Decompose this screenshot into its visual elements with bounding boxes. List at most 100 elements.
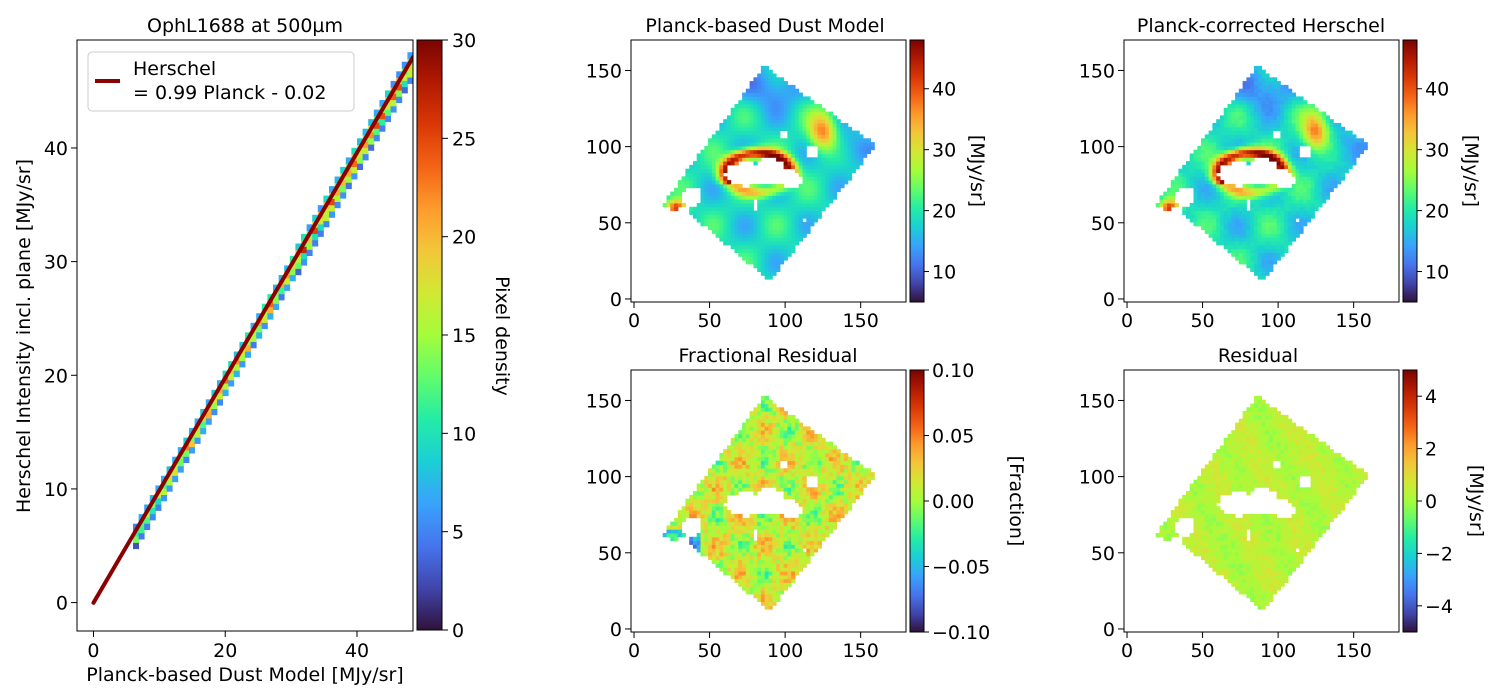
map-pixel	[1235, 187, 1240, 193]
map-pixel	[730, 441, 735, 446]
map-pixel	[787, 468, 792, 473]
map-pixel	[1204, 145, 1210, 151]
map-pixel	[1170, 199, 1176, 204]
map-pixel	[700, 195, 705, 200]
map-pixel	[1337, 145, 1342, 151]
map-pixel	[757, 403, 762, 408]
density-cell	[295, 262, 302, 269]
map-pixel	[1163, 195, 1168, 200]
map-pixel	[1204, 142, 1210, 147]
map-pixel	[783, 434, 788, 439]
map-pixel	[1303, 134, 1308, 139]
map-pixel	[1246, 84, 1251, 90]
map-pixel	[1155, 533, 1160, 538]
map-pixel	[677, 199, 683, 204]
map-pixel	[1246, 214, 1251, 219]
map-pixel	[787, 92, 792, 97]
map-pixel	[783, 206, 788, 212]
map-pixel	[753, 559, 758, 564]
map-pixel	[813, 521, 819, 526]
map-pixel	[806, 449, 811, 454]
map-pixel	[760, 96, 766, 101]
map-pixel	[776, 126, 781, 132]
map-pixel	[787, 142, 792, 147]
map-pixel	[1250, 195, 1255, 200]
map-pixel	[1272, 157, 1278, 162]
map-pixel	[798, 214, 803, 219]
map-pixel	[817, 195, 822, 200]
map-pixel	[760, 544, 766, 549]
map-pixel	[738, 574, 743, 580]
map-pixel	[1246, 138, 1251, 143]
map-pixel	[734, 233, 739, 238]
map-pixel	[783, 475, 788, 481]
map-pixel	[738, 218, 743, 223]
map-pixel	[1272, 191, 1278, 196]
map-pixel	[1186, 494, 1191, 500]
map-pixel	[1208, 164, 1213, 170]
map-pixel	[1219, 199, 1225, 204]
map-pixel	[813, 540, 819, 545]
map-pixel	[723, 130, 728, 135]
map-pixel	[1310, 134, 1315, 139]
map-pixel	[768, 104, 773, 109]
map-pixel	[742, 487, 747, 492]
map-pixel	[1257, 244, 1262, 250]
map-pixel	[1318, 111, 1323, 116]
map-pixel	[719, 199, 724, 204]
map-pixel	[825, 111, 830, 116]
map-pixel	[802, 502, 807, 507]
map-pixel	[749, 81, 754, 86]
map-pixel	[1303, 210, 1308, 215]
map-pixel	[719, 548, 724, 553]
map-pixel	[859, 468, 864, 473]
map-pixel	[802, 521, 807, 526]
map-pixel	[730, 544, 735, 549]
map-pixel	[715, 157, 720, 162]
map-pixel	[715, 506, 720, 511]
map-pixel	[821, 506, 826, 511]
map-pixel	[768, 130, 773, 135]
map-pixel	[1280, 138, 1285, 143]
map-pixel	[749, 84, 754, 90]
map-pixel	[844, 456, 849, 462]
map-pixel	[738, 153, 743, 158]
map-pixel	[779, 418, 785, 423]
map-pixel	[1333, 164, 1338, 170]
map-pixel	[798, 498, 803, 503]
map-pixel	[1197, 145, 1202, 151]
map-pixel	[1306, 161, 1312, 166]
map-pixel	[1246, 263, 1251, 269]
map-pixel	[1201, 180, 1206, 185]
map-pixel	[836, 502, 841, 507]
density-cell	[233, 370, 240, 377]
map-pixel	[1253, 206, 1259, 212]
map-pixel	[742, 437, 747, 443]
map-pixel	[783, 252, 788, 257]
map-pixel	[1276, 218, 1281, 223]
map-pixel	[708, 502, 713, 507]
map-pixel	[1208, 153, 1213, 158]
map-pixel	[1276, 92, 1281, 97]
map-pixel	[719, 168, 724, 173]
map-pixel	[1208, 540, 1213, 545]
map-pixel	[1261, 225, 1266, 231]
map-pixel	[1201, 533, 1206, 538]
map-pixel	[1269, 244, 1274, 250]
map-pixel	[1231, 206, 1236, 212]
map-pixel	[700, 176, 705, 181]
map-pixel	[851, 494, 856, 500]
map-pixel	[1280, 241, 1285, 246]
map-pixel	[1287, 119, 1293, 124]
map-pixel	[1219, 123, 1225, 128]
map-pixel	[1253, 73, 1259, 78]
map-pixel	[1193, 187, 1198, 193]
map-pixel	[1291, 161, 1296, 166]
map-pixel	[1193, 552, 1198, 557]
map-pixel	[1287, 153, 1293, 158]
map-pixel	[836, 123, 841, 128]
map-pixel	[696, 172, 701, 177]
map-pixel	[1269, 187, 1274, 193]
map-pixel	[798, 157, 803, 162]
map-pixel	[1242, 92, 1247, 97]
